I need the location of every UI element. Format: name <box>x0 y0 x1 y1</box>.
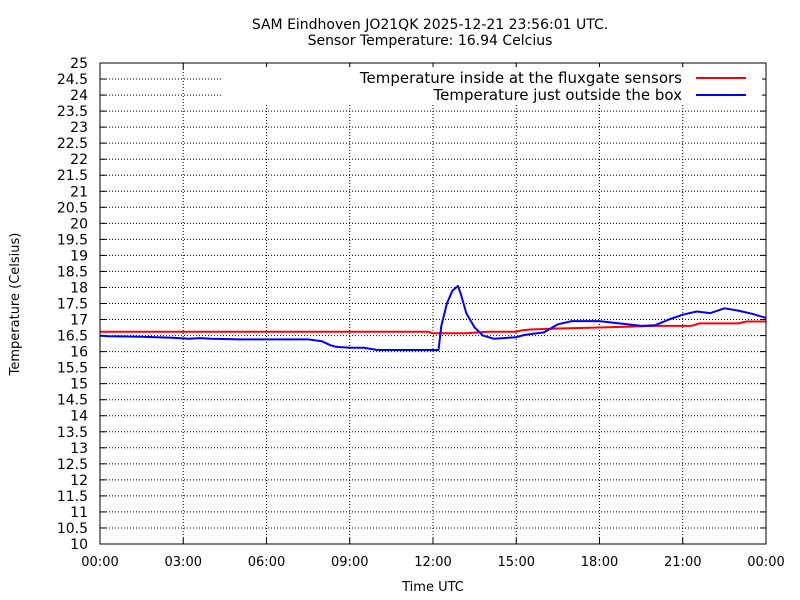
chart-title: SAM Eindhoven JO21QK 2025-12-21 23:56:01… <box>252 17 608 33</box>
x-axis-label: Time UTC <box>401 580 464 595</box>
legend-label-inside: Temperature inside at the fluxgate senso… <box>359 69 682 87</box>
x-tick-label: 00:00 <box>747 555 784 570</box>
y-tick-label: 25 <box>70 56 88 72</box>
y-tick-label: 19.5 <box>57 232 88 248</box>
y-tick-label: 17 <box>70 313 88 329</box>
y-tick-label: 17.5 <box>57 297 88 313</box>
x-tick-label: 00:00 <box>81 555 118 570</box>
x-tick-label: 03:00 <box>165 555 202 570</box>
y-tick-label: 23.5 <box>57 104 88 120</box>
x-tick-label: 18:00 <box>581 555 618 570</box>
y-tick-label: 22 <box>70 152 88 168</box>
y-tick-label: 14.5 <box>57 393 88 409</box>
y-tick-label: 18.5 <box>57 264 88 280</box>
x-tick-label: 09:00 <box>331 555 368 570</box>
legend-label-outside: Temperature just outside the box <box>433 86 683 104</box>
y-tick-label: 19 <box>70 248 88 264</box>
x-tick-labels: 00:00 03:00 06:00 09:00 12:00 15:00 18:00 21:00… <box>81 555 784 570</box>
y-tick-label: 22.5 <box>57 136 88 152</box>
y-tick-label: 21 <box>70 184 88 200</box>
legend: Temperature inside at the fluxgate senso… <box>222 67 762 104</box>
plot-frame <box>99 62 767 545</box>
chart-subtitle: Sensor Temperature: 16.94 Celcius <box>308 33 553 49</box>
y-tick-label: 11.5 <box>57 489 88 505</box>
y-axis-label: Temperature (Celsius) <box>8 233 23 377</box>
y-tick-label: 10 <box>70 537 88 553</box>
y-tick-label: 16.5 <box>57 329 88 345</box>
y-tick-label: 20 <box>70 216 88 232</box>
y-tick-label: 14 <box>70 409 88 425</box>
y-tick-label: 10.5 <box>57 521 88 537</box>
x-tick-label: 12:00 <box>414 555 451 570</box>
series-lines <box>99 284 767 351</box>
y-tick-label: 24.5 <box>57 72 88 88</box>
x-tick-label: 15:00 <box>498 555 535 570</box>
y-tick-label: 12.5 <box>57 457 88 473</box>
y-tick-label: 11 <box>70 505 88 521</box>
x-tick-label: 06:00 <box>248 555 285 570</box>
y-tick-label: 13 <box>70 441 88 457</box>
series-line-outside <box>99 284 767 351</box>
y-tick-label: 18 <box>70 280 88 296</box>
legend-background <box>222 67 762 103</box>
y-tick-label: 20.5 <box>57 200 88 216</box>
grid <box>99 62 767 545</box>
y-tick-label: 12 <box>70 473 88 489</box>
y-tick-label: 13.5 <box>57 425 88 441</box>
y-tick-label: 15 <box>70 377 88 393</box>
y-tick-label: 21.5 <box>57 168 88 184</box>
y-tick-label: 15.5 <box>57 361 88 377</box>
series-line-inside <box>100 320 766 335</box>
y-tick-label: 16 <box>70 345 88 361</box>
y-tick-label: 23 <box>70 120 88 136</box>
y-tick-label: 24 <box>70 88 88 104</box>
x-tick-label: 21:00 <box>664 555 701 570</box>
y-tick-labels: 1010.51111.51212.51313.51414.51515.51616… <box>57 56 88 553</box>
